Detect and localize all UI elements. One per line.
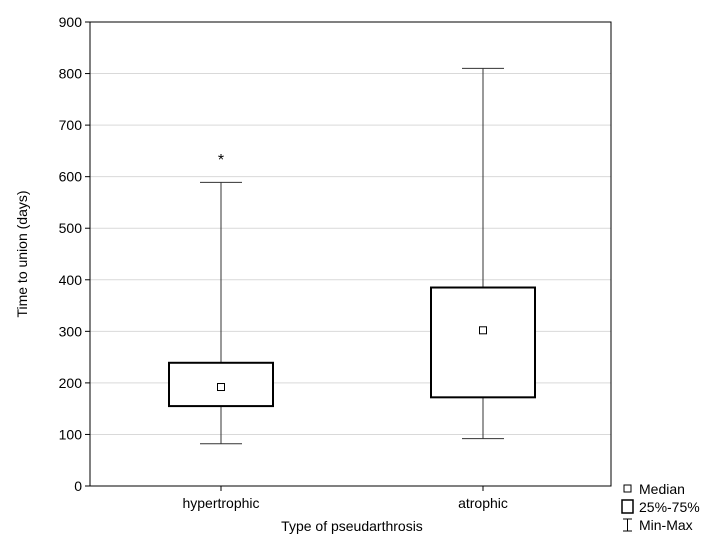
plot-area-frame — [89, 21, 612, 487]
legend-median-symbol — [623, 484, 632, 493]
legend-label: 25%-75% — [639, 499, 700, 515]
median-marker — [479, 326, 487, 335]
y-tick-label: 500 — [59, 220, 83, 236]
x-axis: hypertrophic atrophic — [182, 486, 508, 511]
box-series: * — [168, 67, 536, 445]
y-axis: 0 100 200 300 400 500 600 700 800 900 — [59, 14, 90, 494]
box-hypertrophic: * — [168, 152, 274, 445]
box-iqr — [430, 286, 536, 399]
y-axis-label: Time to union (days) — [14, 190, 30, 317]
x-tick-label: atrophic — [458, 495, 508, 511]
x-tick-label: hypertrophic — [182, 495, 259, 511]
y-tick-label: 400 — [59, 272, 83, 288]
legend-item-25-75-: 25%-75% — [621, 499, 700, 515]
legend-item-median: Median — [623, 481, 685, 497]
box-atrophic — [430, 67, 536, 440]
x-axis-label: Type of pseudarthrosis — [281, 518, 423, 534]
y-tick-label: 200 — [59, 375, 83, 391]
legend-label: Min-Max — [639, 517, 693, 533]
legend-label: Median — [639, 481, 685, 497]
legend-item-min-max: Min-Max — [623, 517, 693, 533]
median-marker — [217, 383, 225, 392]
y-tick-label: 300 — [59, 323, 83, 339]
y-tick-label: 800 — [59, 66, 83, 82]
y-tick-label: 0 — [74, 478, 82, 494]
legend-box-symbol — [621, 499, 634, 514]
y-tick-label: 100 — [59, 426, 83, 442]
y-tick-label: 900 — [59, 14, 83, 30]
y-tick-label: 700 — [59, 117, 83, 133]
y-tick-label: 600 — [59, 169, 83, 185]
legend: Median 25%-75% Min-Max — [621, 481, 700, 533]
outlier-marker: * — [218, 152, 224, 169]
